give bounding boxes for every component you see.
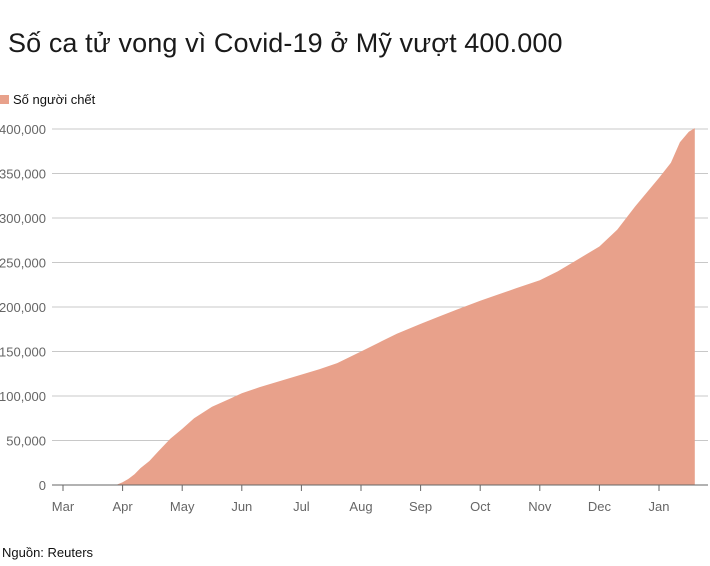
y-tick-label: 150,000 bbox=[0, 345, 46, 360]
x-tick-label: Jun bbox=[231, 499, 252, 514]
x-tick-label: Jan bbox=[649, 499, 670, 514]
y-tick-label: 50,000 bbox=[6, 434, 46, 449]
y-tick-label: 300,000 bbox=[0, 211, 46, 226]
y-tick-label: 250,000 bbox=[0, 256, 46, 271]
x-tick-label: Oct bbox=[470, 499, 491, 514]
chart-title: Số ca tử vong vì Covid-19 ở Mỹ vượt 400.… bbox=[8, 28, 563, 58]
x-tick-label: Nov bbox=[528, 499, 552, 514]
y-tick-label: 0 bbox=[39, 478, 46, 493]
y-tick-label: 400,000 bbox=[0, 122, 46, 137]
x-tick-label: Aug bbox=[349, 499, 372, 514]
legend-label: Số người chết bbox=[13, 92, 96, 107]
x-tick-label: Mar bbox=[52, 499, 75, 514]
legend: Số người chết bbox=[0, 92, 95, 107]
legend-swatch bbox=[0, 95, 9, 104]
area-chart: 0 50,000 100,000 150,000 200,000 250,000 300,0… bbox=[0, 122, 708, 514]
x-tick-label: Dec bbox=[588, 499, 612, 514]
x-tick-label: May bbox=[170, 499, 195, 514]
x-tick-label: Apr bbox=[112, 499, 133, 514]
x-tick-label: Sep bbox=[409, 499, 432, 514]
y-tick-label: 200,000 bbox=[0, 300, 46, 315]
x-tick-label: Jul bbox=[293, 499, 310, 514]
source-note: Nguồn: Reuters bbox=[2, 545, 94, 560]
area-series bbox=[63, 128, 695, 485]
y-tick-label: 100,000 bbox=[0, 389, 46, 404]
y-tick-label: 350,000 bbox=[0, 167, 46, 182]
